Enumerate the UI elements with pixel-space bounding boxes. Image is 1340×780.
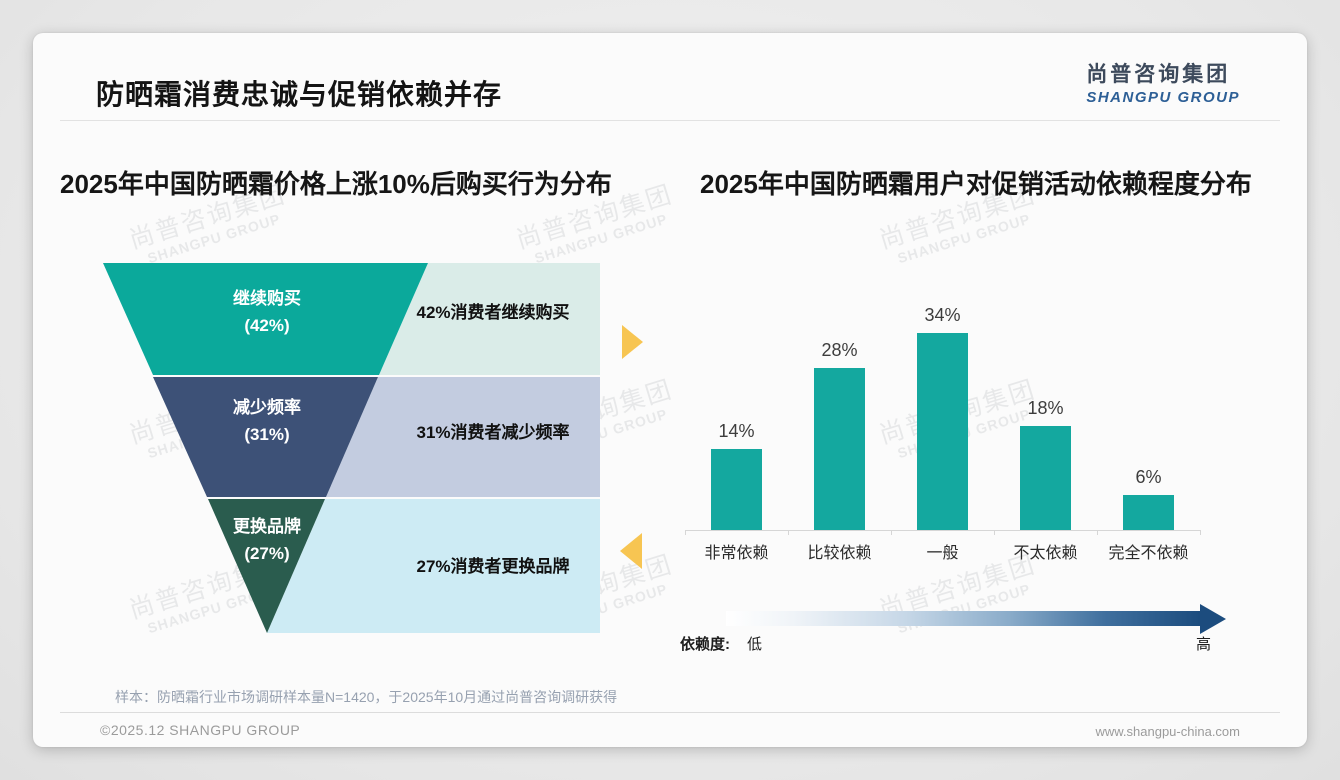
- funnel-panel-label: 31%消费者减少频率: [416, 423, 570, 442]
- dependency-gradient-arrow: [726, 611, 1200, 626]
- x-axis-category-label: 非常依赖: [704, 545, 769, 562]
- funnel-segment-label: 更换品牌 (27%): [233, 517, 301, 564]
- funnel-row-2: 减少频率 (31%) 31%消费者减少频率: [103, 377, 600, 497]
- bar: [711, 449, 762, 530]
- funnel-segment-label: 继续购买 (42%): [233, 289, 301, 336]
- dependency-legend-label: 依赖度:: [680, 636, 730, 653]
- pointer-left-icon: [620, 533, 642, 569]
- x-axis-category-label: 一般: [926, 545, 959, 562]
- funnel-panel-label: 42%消费者继续购买: [416, 303, 570, 322]
- logo-cn-text: 尚普咨询集团: [1086, 63, 1231, 86]
- axis-tick: [788, 530, 789, 535]
- dependency-gradient-arrowhead: [1200, 604, 1226, 634]
- x-axis-category-label: 不太依赖: [1013, 545, 1078, 562]
- funnel-segment-label: 减少频率 (31%): [233, 398, 301, 445]
- axis-tick: [1200, 530, 1201, 535]
- bar-slot: 34%: [891, 303, 994, 530]
- bar: [814, 368, 865, 530]
- x-axis-line: [685, 530, 1200, 531]
- dependency-high-label: 高: [1196, 636, 1212, 653]
- bar-slot: 14%: [685, 303, 788, 530]
- bar-value-label: 34%: [924, 305, 961, 325]
- bar-chart-title: 2025年中国防晒霜用户对促销活动依赖程度分布: [700, 169, 1252, 199]
- axis-tick: [685, 530, 686, 535]
- funnel-row-1: 继续购买 (42%) 42%消费者继续购买: [103, 263, 600, 375]
- funnel-segment-1: [103, 263, 428, 375]
- x-axis-category-label: 比较依赖: [807, 545, 872, 562]
- header-divider: [60, 120, 1280, 121]
- funnel-panel-2: [326, 377, 600, 497]
- bar-value-label: 6%: [1135, 467, 1162, 487]
- bar: [1020, 426, 1071, 530]
- bar-value-label: 18%: [1027, 398, 1064, 418]
- logo-en-text: SHANGPU GROUP: [1086, 89, 1240, 106]
- footer-website: www.shangpu-china.com: [1095, 724, 1240, 739]
- funnel-panel-3: [267, 499, 600, 633]
- bar-slot: 6%: [1097, 303, 1200, 530]
- bar: [1123, 495, 1174, 530]
- pointer-right-icon: [622, 325, 643, 359]
- axis-tick: [994, 530, 995, 535]
- footer-copyright: ©2025.12 SHANGPU GROUP: [100, 722, 301, 738]
- bar-slot: 28%: [788, 303, 891, 530]
- company-logo: 尚普咨询集团 SHANGPU GROUP: [1086, 58, 1240, 106]
- axis-tick: [891, 530, 892, 535]
- dependency-low-label: 低: [747, 636, 763, 653]
- funnel-chart-title: 2025年中国防晒霜价格上涨10%后购买行为分布: [60, 169, 612, 199]
- sample-note: 样本：防晒霜行业市场调研样本量N=1420，于2025年10月通过尚普咨询调研获…: [115, 689, 618, 705]
- bar-value-label: 28%: [821, 340, 858, 360]
- bar-value-label: 14%: [718, 421, 755, 441]
- bar-chart-plot: 14% 28% 34% 18% 6%: [685, 303, 1200, 530]
- x-axis-category-label: 完全不依赖: [1108, 545, 1189, 562]
- bar-slot: 18%: [994, 303, 1097, 530]
- funnel-panel-label: 27%消费者更换品牌: [416, 557, 570, 576]
- x-axis-labels: 非常依赖 比较依赖 一般 不太依赖 完全不依赖: [685, 539, 1200, 563]
- slide-card: 尚普咨询集团 SHANGPU GROUP 尚普咨询集团 SHANGPU GROUP …: [33, 33, 1307, 747]
- footer-divider: [60, 712, 1280, 713]
- funnel-row-3: 更换品牌 (27%) 27%消费者更换品牌: [103, 499, 600, 633]
- bar: [917, 333, 968, 530]
- axis-tick: [1097, 530, 1098, 535]
- funnel-chart: 继续购买 (42%) 42%消费者继续购买 减少频率 (31%) 31%消费者减…: [103, 263, 600, 635]
- page-title: 防晒霜消费忠诚与促销依赖并存: [96, 79, 503, 110]
